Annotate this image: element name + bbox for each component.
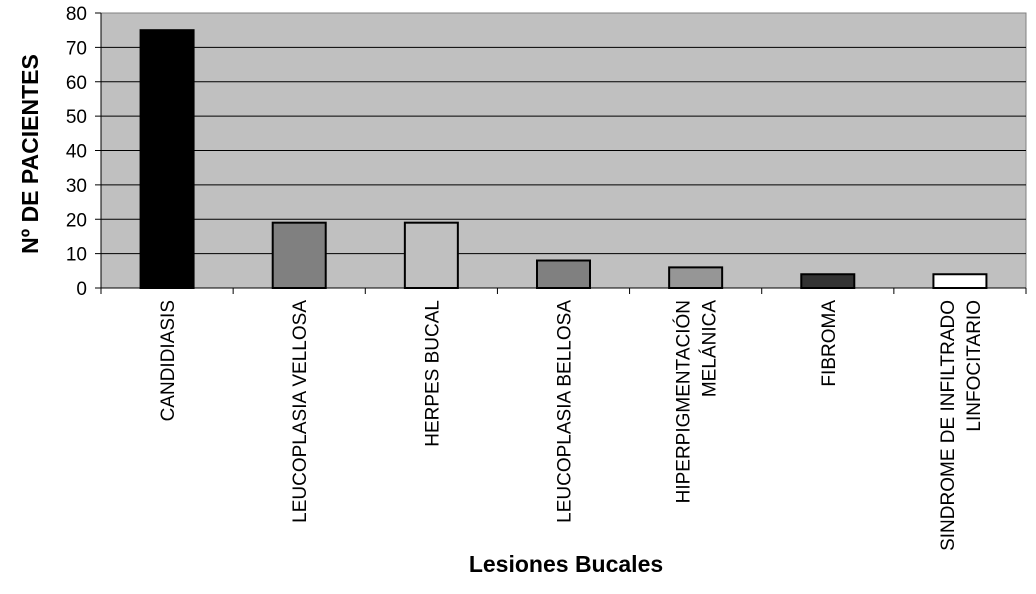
y-tick-labels: 0 10 20 30 40 50 60 70 80 [66,4,87,300]
y-tick-label: 30 [66,176,87,197]
bar [668,266,724,289]
y-tick-label: 20 [66,210,87,231]
x-category-label: MELÁNICA [700,300,721,397]
bars [139,29,988,289]
axes [95,12,1027,294]
bar [800,273,856,289]
x-category-label: LEUCOPLASIA BELLOSA [555,300,576,523]
x-category-label: HERPES BUCAL [422,300,443,447]
bar [139,29,195,289]
x-axis-title: Lesiones Bucales [469,551,663,577]
y-tick-label: 0 [76,279,87,300]
y-axis-title: Nº DE PACIENTES [17,54,43,254]
y-tick-label: 40 [66,142,87,163]
bar [271,221,327,289]
y-tick-label: 60 [66,73,87,94]
bar [932,273,988,289]
x-category-label: SINDROME DE INFILTRADO [938,300,959,551]
x-category-label: HIPERPIGMENTACIÓN [673,300,695,503]
y-tick-label: 80 [66,4,87,25]
x-category-label: LEUCOPLASIA VELLOSA [290,300,311,523]
x-category-label: LINFOCITARIO [964,300,985,432]
bar [536,259,591,289]
y-tick-label: 50 [66,107,87,128]
y-tick-label: 10 [66,245,87,266]
bar [403,221,459,289]
gridlines [101,46,1026,255]
x-category-label: CANDIDIASIS [158,300,179,421]
x-category-label: FIBROMA [819,300,840,387]
y-tick-label: 70 [66,38,87,59]
x-category-labels: CANDIDIASIS LEUCOPLASIA VELLOSA HERPES BUC… [158,300,985,551]
